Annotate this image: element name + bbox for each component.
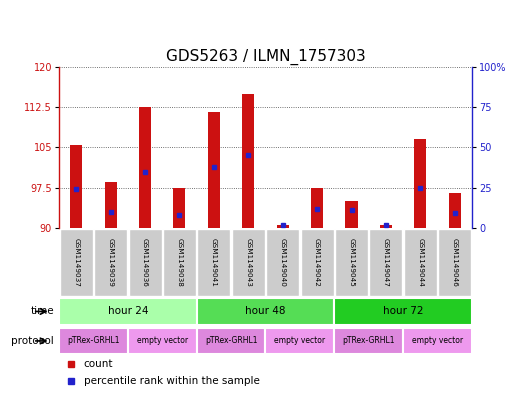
FancyBboxPatch shape [334, 328, 403, 354]
FancyBboxPatch shape [59, 298, 196, 325]
FancyBboxPatch shape [301, 229, 333, 296]
FancyBboxPatch shape [129, 229, 162, 296]
Text: hour 48: hour 48 [245, 307, 286, 316]
FancyBboxPatch shape [196, 328, 265, 354]
FancyBboxPatch shape [265, 328, 334, 354]
Text: empty vector: empty vector [412, 336, 463, 345]
Bar [173, 188, 186, 228]
Text: GSM1149037: GSM1149037 [73, 238, 79, 287]
Text: pTRex-GRHL1: pTRex-GRHL1 [67, 336, 120, 345]
FancyBboxPatch shape [94, 229, 127, 296]
Bar [277, 225, 289, 228]
FancyBboxPatch shape [335, 229, 368, 296]
Text: empty vector: empty vector [274, 336, 325, 345]
FancyBboxPatch shape [369, 229, 402, 296]
Text: GSM1149047: GSM1149047 [383, 238, 389, 287]
Text: percentile rank within the sample: percentile rank within the sample [84, 376, 260, 386]
Text: protocol: protocol [11, 336, 54, 346]
Text: pTRex-GRHL1: pTRex-GRHL1 [343, 336, 395, 345]
Bar [208, 112, 220, 228]
Text: GSM1149039: GSM1149039 [108, 238, 113, 287]
FancyBboxPatch shape [266, 229, 299, 296]
Bar [345, 201, 358, 228]
Bar [105, 182, 116, 228]
Bar [242, 94, 254, 228]
Text: hour 24: hour 24 [108, 307, 148, 316]
Text: time: time [30, 307, 54, 316]
FancyBboxPatch shape [334, 298, 472, 325]
FancyBboxPatch shape [438, 229, 471, 296]
Text: GSM1149046: GSM1149046 [452, 238, 458, 287]
Text: GSM1149042: GSM1149042 [314, 238, 320, 287]
Text: GSM1149044: GSM1149044 [418, 238, 423, 287]
FancyBboxPatch shape [403, 328, 472, 354]
FancyBboxPatch shape [232, 229, 265, 296]
FancyBboxPatch shape [404, 229, 437, 296]
Bar [139, 107, 151, 228]
Bar [380, 225, 392, 228]
Text: hour 72: hour 72 [383, 307, 423, 316]
FancyBboxPatch shape [196, 298, 334, 325]
Text: GSM1149036: GSM1149036 [142, 238, 148, 287]
Bar [311, 188, 323, 228]
FancyBboxPatch shape [163, 229, 196, 296]
Bar [449, 193, 461, 228]
Text: empty vector: empty vector [136, 336, 188, 345]
Text: count: count [84, 359, 113, 369]
Bar [70, 145, 82, 228]
Text: GSM1149041: GSM1149041 [211, 238, 217, 287]
Bar [415, 140, 426, 228]
Title: GDS5263 / ILMN_1757303: GDS5263 / ILMN_1757303 [166, 49, 365, 66]
Text: GSM1149043: GSM1149043 [245, 238, 251, 287]
FancyBboxPatch shape [59, 328, 128, 354]
Text: GSM1149040: GSM1149040 [280, 238, 286, 287]
FancyBboxPatch shape [198, 229, 230, 296]
Text: GSM1149038: GSM1149038 [176, 238, 183, 287]
Text: pTRex-GRHL1: pTRex-GRHL1 [205, 336, 258, 345]
FancyBboxPatch shape [128, 328, 196, 354]
Text: GSM1149045: GSM1149045 [348, 238, 354, 287]
FancyBboxPatch shape [60, 229, 93, 296]
